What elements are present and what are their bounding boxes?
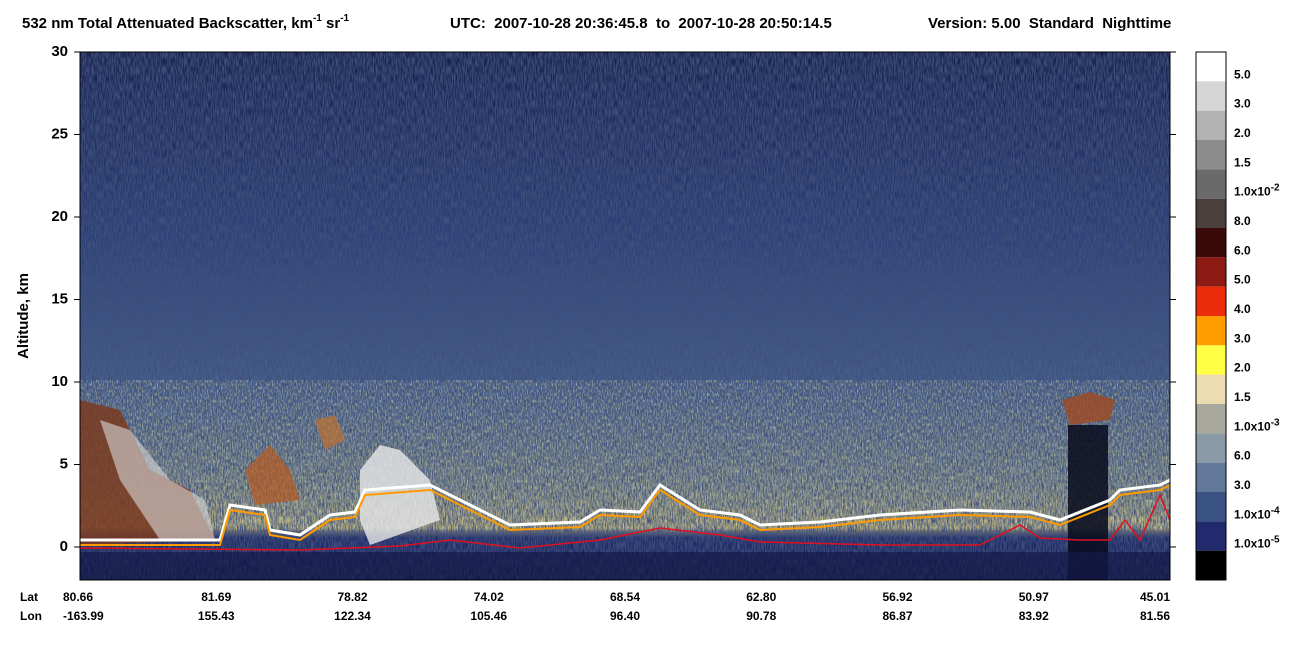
colorbar-label-text: 1.5 — [1234, 156, 1251, 170]
colorbar-label-exponent: -4 — [1271, 505, 1280, 516]
x-tick-label: 86.87 — [882, 609, 912, 623]
colorbar-label-exponent: -3 — [1271, 417, 1280, 428]
colorbar-label: 5.0 — [1234, 68, 1251, 82]
y-tick-label: 25 — [51, 125, 68, 142]
x-tick-label: 122.34 — [334, 609, 371, 623]
y-tick-label: 15 — [51, 290, 68, 307]
colorbar-frame — [1195, 51, 1227, 581]
x-tick-label: 50.97 — [1019, 590, 1049, 604]
colorbar-label: 2.0 — [1234, 361, 1251, 375]
colorbar-label-text: 6.0 — [1234, 449, 1251, 463]
colorbar-label: 1.0x10-3 — [1234, 417, 1280, 434]
colorbar-swatch — [1196, 433, 1226, 463]
colorbar-label-exponent: -2 — [1271, 182, 1280, 193]
colorbar-label-text: 1.0x10 — [1234, 185, 1271, 199]
colorbar-label-text: 3.0 — [1234, 332, 1251, 346]
colorbar-swatch — [1196, 257, 1226, 287]
colorbar-label-text: 8.0 — [1234, 214, 1251, 228]
colorbar-label-text: 5.0 — [1234, 68, 1251, 82]
title-exponent: -1 — [340, 13, 349, 24]
colorbar-label: 6.0 — [1234, 449, 1251, 463]
colorbar-swatch — [1196, 550, 1226, 580]
x-tick-label: 78.82 — [337, 590, 367, 604]
x-tick-label: -163.99 — [63, 609, 104, 623]
colorbar-swatch — [1196, 52, 1226, 82]
y-tick-label: 0 — [60, 538, 68, 555]
colorbar-label: 4.0 — [1234, 302, 1251, 316]
x-tick-label: 83.92 — [1019, 609, 1049, 623]
utc-range: UTC: 2007-10-28 20:36:45.8 to 2007-10-28… — [450, 15, 832, 32]
title-text: 532 nm Total Attenuated Backscatter, km — [22, 15, 313, 32]
y-tick-label: 10 — [51, 373, 68, 390]
colorbar-label-text: 3.0 — [1234, 97, 1251, 111]
colorbar-swatch — [1196, 286, 1226, 316]
colorbar-swatch — [1196, 169, 1226, 199]
colorbar-label: 1.0x10-2 — [1234, 182, 1280, 199]
colorbar-swatch — [1196, 492, 1226, 522]
colorbar-label: 3.0 — [1234, 97, 1251, 111]
x-tick-label: 74.02 — [474, 590, 504, 604]
colorbar-swatch — [1196, 462, 1226, 492]
colorbar-label: 3.0 — [1234, 332, 1251, 346]
colorbar-label: 1.0x10-5 — [1234, 534, 1280, 551]
y-tick-label: 20 — [51, 208, 68, 225]
x-tick-label: 68.54 — [610, 590, 640, 604]
x-tick-label: 80.66 — [63, 590, 93, 604]
x-tick-label: 81.56 — [1140, 609, 1170, 623]
colorbar-label-exponent: -5 — [1271, 534, 1280, 545]
x-tick-label: 96.40 — [610, 609, 640, 623]
colorbar-label-text: 1.0x10 — [1234, 508, 1271, 522]
colorbar-swatch — [1196, 316, 1226, 346]
colorbar-swatch — [1196, 228, 1226, 258]
colorbar-swatch — [1196, 521, 1226, 551]
colorbar-label: 1.0x10-4 — [1234, 505, 1280, 522]
colorbar-label: 6.0 — [1234, 244, 1251, 258]
colorbar-label-text: 1.0x10 — [1234, 420, 1271, 434]
colorbar-swatch — [1196, 345, 1226, 375]
version-info: Version: 5.00 Standard Nighttime — [928, 15, 1171, 32]
colorbar-swatch — [1196, 374, 1226, 404]
x-tick-label: 90.78 — [746, 609, 776, 623]
colorbar-label: 8.0 — [1234, 214, 1251, 228]
colorbar-swatch — [1196, 198, 1226, 228]
colorbar-swatch — [1196, 404, 1226, 434]
colorbar-label: 1.5 — [1234, 390, 1251, 404]
chart-title: 532 nm Total Attenuated Backscatter, km-… — [22, 13, 350, 32]
colorbar-label: 1.5 — [1234, 156, 1251, 170]
x-row-name: Lon — [20, 609, 42, 623]
colorbar-label-text: 5.0 — [1234, 273, 1251, 287]
colorbar-swatch — [1196, 110, 1226, 140]
colorbar-label-text: 3.0 — [1234, 478, 1251, 492]
x-tick-label: 62.80 — [746, 590, 776, 604]
x-tick-label: 56.92 — [882, 590, 912, 604]
x-row-name: Lat — [20, 590, 38, 604]
colorbar-swatch — [1196, 140, 1226, 170]
y-tick-label: 30 — [51, 43, 68, 60]
backscatter-image — [80, 52, 1170, 580]
title-unit: sr — [322, 15, 341, 32]
y-axis-label: Altitude, km — [15, 273, 32, 359]
colorbar-label-text: 2.0 — [1234, 361, 1251, 375]
colorbar-label-text: 6.0 — [1234, 244, 1251, 258]
colorbar-label: 2.0 — [1234, 126, 1251, 140]
colorbar-label: 3.0 — [1234, 478, 1251, 492]
x-tick-label: 45.01 — [1140, 590, 1170, 604]
x-tick-label: 81.69 — [201, 590, 231, 604]
colorbar-label-text: 1.5 — [1234, 390, 1251, 404]
colorbar-label-text: 2.0 — [1234, 126, 1251, 140]
colorbar-label-text: 4.0 — [1234, 302, 1251, 316]
colorbar-swatch — [1196, 81, 1226, 111]
colorbar-label-text: 1.0x10 — [1234, 537, 1271, 551]
y-tick-label: 5 — [60, 455, 68, 472]
x-tick-label: 105.46 — [470, 609, 507, 623]
title-exponent: -1 — [313, 13, 322, 24]
x-tick-label: 155.43 — [198, 609, 235, 623]
plot-frame — [79, 51, 1171, 581]
colorbar-label: 5.0 — [1234, 273, 1251, 287]
